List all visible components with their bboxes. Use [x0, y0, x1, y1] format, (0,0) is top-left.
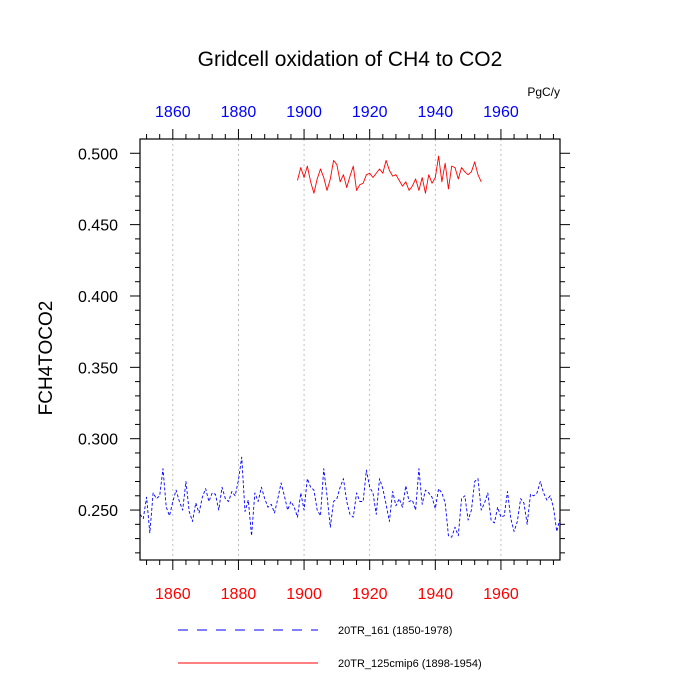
- x-tick-label-bottom: 1860: [155, 586, 191, 603]
- x-tick-label-bottom: 1900: [286, 586, 322, 603]
- x-tick-label-bottom: 1960: [483, 586, 519, 603]
- series-line-1: [297, 155, 482, 194]
- y-axis-label: FCH4TOCO2: [36, 301, 57, 416]
- tick-labels: 0.250 0.300 0.350 0.400 0.450 0.500 1860 1880 19…: [78, 104, 519, 603]
- y-tick-label: 0.350: [78, 360, 118, 377]
- x-tick-label-top: 1900: [286, 104, 322, 121]
- x-tick-label-top: 1960: [483, 104, 519, 121]
- legend-label-20tr-125cmip6: 20TR_125cmip6 (1898-1954): [338, 658, 482, 670]
- series-layer: [139, 155, 561, 538]
- y-tick-label: 0.300: [78, 432, 118, 449]
- x-tick-label-top: 1940: [418, 104, 454, 121]
- plot-frame: [139, 138, 561, 561]
- series-line-0: [139, 456, 561, 538]
- x-tick-label-bottom: 1880: [221, 586, 257, 603]
- grid-lines: [172, 139, 502, 560]
- y-tick-label: 0.500: [78, 146, 118, 163]
- units-label: PgC/y: [527, 85, 560, 99]
- ticks-layer: [130, 129, 570, 570]
- x-tick-label-bottom: 1920: [352, 586, 388, 603]
- y-tick-label: 0.400: [78, 289, 118, 306]
- y-tick-label: 0.450: [78, 218, 118, 235]
- chart-title: Gridcell oxidation of CH4 to CO2: [198, 48, 503, 71]
- y-tick-label: 0.250: [78, 503, 118, 520]
- legend-label-20tr-161: 20TR_161 (1850-1978): [338, 625, 452, 637]
- x-tick-label-top: 1920: [352, 104, 388, 121]
- x-tick-label-bottom: 1940: [418, 586, 454, 603]
- legend: 20TR_161 (1850-1978) 20TR_125cmip6 (1898…: [178, 625, 482, 670]
- x-tick-label-top: 1880: [221, 104, 257, 121]
- x-tick-label-top: 1860: [155, 104, 191, 121]
